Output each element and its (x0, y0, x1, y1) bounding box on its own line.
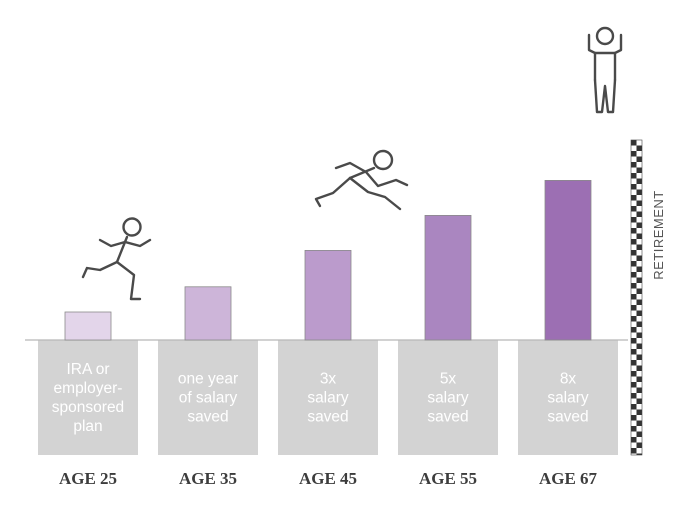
finish-square (631, 327, 637, 333)
finish-square (636, 299, 642, 305)
finish-square (631, 382, 637, 388)
finish-square (631, 426, 637, 432)
bar-caption: salary (547, 390, 589, 407)
finish-square (631, 404, 637, 410)
finish-square (631, 437, 637, 443)
finish-square (636, 189, 642, 195)
label-box (518, 340, 618, 455)
bar (304, 249, 352, 341)
finish-square (631, 338, 637, 344)
finish-square (631, 316, 637, 322)
celebrating-person-icon (587, 26, 623, 114)
finish-square (636, 409, 642, 415)
bar-caption: IRA or (66, 361, 109, 378)
finish-square (631, 261, 637, 267)
finish-square (631, 228, 637, 234)
finish-square (636, 222, 642, 228)
bar-caption: one year (178, 371, 238, 388)
finish-square (631, 448, 637, 454)
finish-square (631, 393, 637, 399)
finish-square (636, 453, 642, 455)
bar-caption: of salary (179, 390, 238, 407)
age-labels: AGE 25 AGE 35 AGE 45 AGE 55 AGE 67 (59, 469, 598, 488)
finish-square (636, 354, 642, 360)
bar-caption: saved (547, 409, 588, 426)
finish-square (631, 415, 637, 421)
finish-square (631, 250, 637, 256)
retirement-label: RETIREMENT (651, 190, 666, 280)
bars (64, 179, 592, 341)
finish-square (636, 310, 642, 316)
bar-caption: employer- (54, 380, 123, 397)
finish-square (631, 360, 637, 366)
finish-square (636, 365, 642, 371)
finish-square (631, 162, 637, 168)
bar-caption: salary (427, 390, 469, 407)
finish-square (636, 398, 642, 404)
finish-square (631, 283, 637, 289)
finish-square (636, 277, 642, 283)
finish-square (636, 178, 642, 184)
finish-square (631, 173, 637, 179)
label-box (278, 340, 378, 455)
finish-square (631, 294, 637, 300)
finish-line (630, 139, 643, 456)
bar (184, 286, 232, 341)
label-box (158, 340, 258, 455)
finish-square (636, 266, 642, 272)
finish-square (636, 420, 642, 426)
finish-square (636, 321, 642, 327)
finish-square (631, 371, 637, 377)
bar (64, 311, 112, 341)
finish-square (631, 349, 637, 355)
age-label: AGE 25 (59, 469, 117, 488)
finish-square (636, 145, 642, 151)
age-label: AGE 45 (299, 469, 357, 488)
finish-square (636, 288, 642, 294)
leaping-runner-icon (314, 149, 409, 211)
finish-square (636, 332, 642, 338)
finish-square (636, 233, 642, 239)
finish-square (631, 195, 637, 201)
finish-square (631, 217, 637, 223)
bar (544, 179, 592, 341)
bar-caption: saved (187, 409, 228, 426)
finish-square (636, 200, 642, 206)
age-label: AGE 67 (539, 469, 598, 488)
finish-square (636, 343, 642, 349)
finish-square (631, 151, 637, 157)
label-box (38, 340, 138, 455)
bar-caption: saved (307, 409, 348, 426)
finish-border (630, 139, 643, 456)
finish-square (631, 305, 637, 311)
finish-square (631, 239, 637, 245)
finish-square (636, 211, 642, 217)
label-box (398, 340, 498, 455)
bar-caption: salary (307, 390, 349, 407)
bar-caption: 8x (560, 371, 577, 388)
finish-square (631, 140, 637, 146)
finish-square (631, 272, 637, 278)
bar-caption: saved (427, 409, 468, 426)
finish-square (631, 206, 637, 212)
finish-square (636, 387, 642, 393)
finish-square (636, 431, 642, 437)
bar-caption: 3x (320, 371, 337, 388)
bar-caption: plan (73, 418, 102, 435)
finish-square (636, 376, 642, 382)
bar-caption: 5x (440, 371, 457, 388)
finish-square (636, 442, 642, 448)
age-label: AGE 55 (419, 469, 477, 488)
finish-square (636, 255, 642, 261)
runner-icon (81, 217, 152, 301)
finish-square (636, 244, 642, 250)
finish-square (631, 184, 637, 190)
label-boxes: IRA or employer-sponsored plan one year of s… (38, 340, 618, 455)
bar-caption: sponsored (52, 399, 124, 416)
finish-square (636, 156, 642, 162)
bar (424, 214, 472, 341)
age-label: AGE 35 (179, 469, 237, 488)
finish-square (636, 167, 642, 173)
